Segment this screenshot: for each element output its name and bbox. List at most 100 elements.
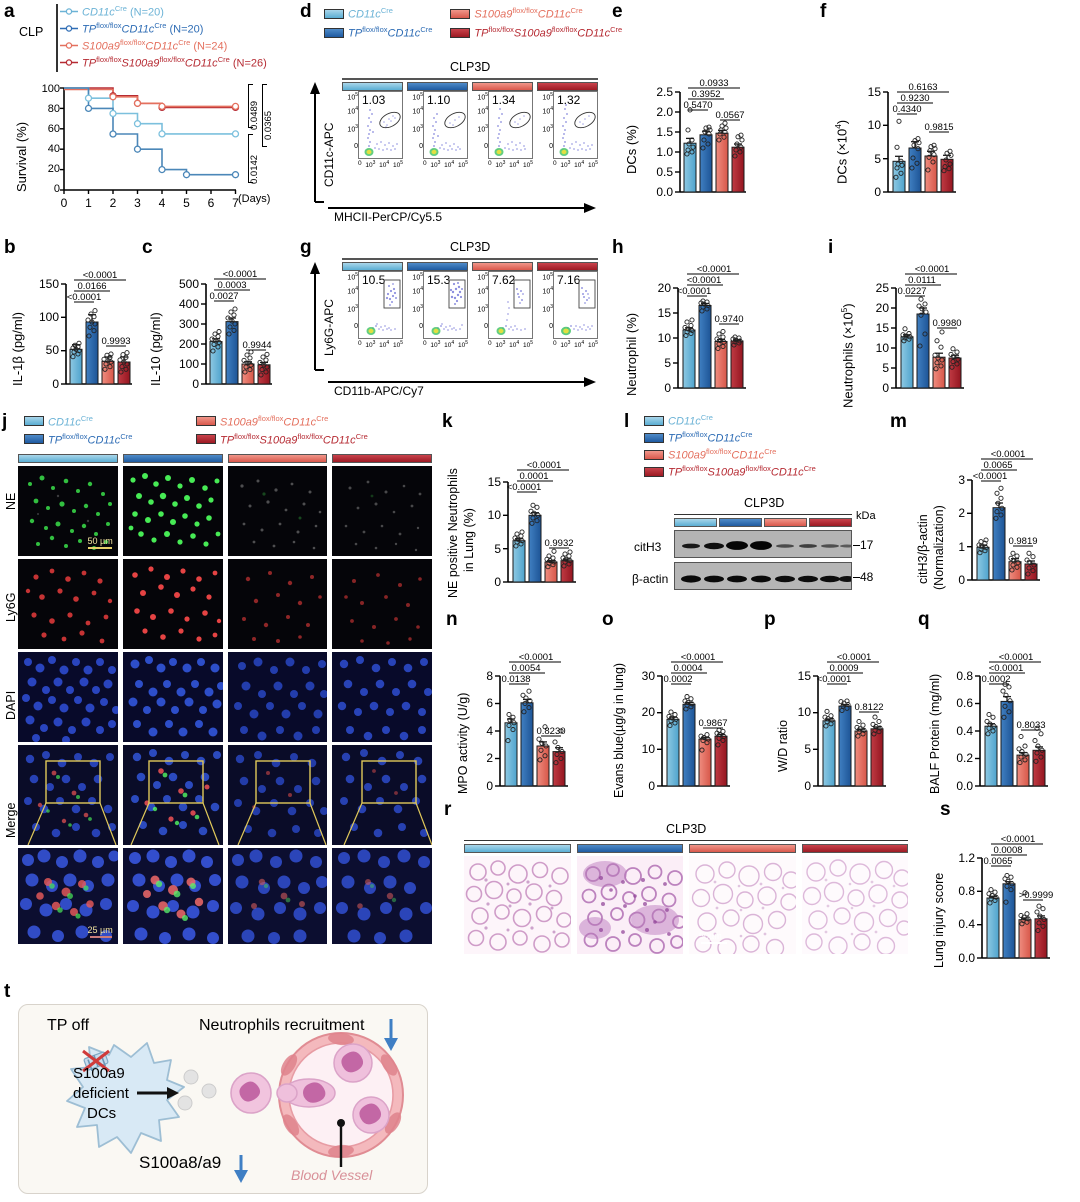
if-image-zoom-1[interactable] [122, 848, 223, 944]
svg-text:0: 0 [648, 779, 655, 793]
line-marker-icon [60, 25, 78, 32]
panel-o-svg: 30 20 10 0 [642, 652, 730, 793]
svg-text:0.9993: 0.9993 [101, 336, 130, 347]
if-image-ne-1[interactable] [122, 466, 223, 556]
svg-text:0.0002: 0.0002 [981, 674, 1010, 685]
svg-text:<0.0001: <0.0001 [681, 652, 716, 663]
if-image-zoom-3[interactable] [332, 848, 432, 944]
panel-a-ylabel: Survival (%) [14, 121, 29, 192]
panel-d-legend: CD11cCre TPflox/floxCD11cCre S100a9flox/… [324, 4, 622, 42]
if-image-ne-3[interactable] [332, 466, 432, 556]
flow-scatter-g2[interactable]: 7.62 [488, 271, 533, 339]
svg-text:<0.0001: <0.0001 [989, 663, 1024, 674]
panel-l-legend: CD11cCre TPflox/floxCD11cCre S100a9flox/… [644, 412, 816, 480]
panel-d-xlabel: MHCII-PerCP/Cy5.5 [334, 210, 443, 224]
if-row-ne: 50 µm [18, 466, 432, 556]
svg-text:<0.0001: <0.0001 [1001, 834, 1036, 845]
if-row-ly6g [18, 559, 432, 649]
panel-d-ylabel: CD11c-APC [322, 122, 336, 187]
flow-scatter-3[interactable]: 1.32 [553, 91, 598, 159]
if-image-dapi-0[interactable] [18, 652, 118, 742]
panel-e-letter: e [612, 1, 623, 22]
if-image-zoom-0[interactable]: 25 µm [18, 848, 118, 944]
blood-vessel-label: Blood Vessel [291, 1167, 373, 1183]
svg-text:0: 0 [486, 779, 493, 793]
if-image-ly6g-1[interactable] [122, 559, 223, 649]
panel-r: r CLP3D [444, 798, 914, 958]
flow-plot-d-1: 105 104 103 0 1.10 [407, 82, 468, 198]
flow-scatter-g1[interactable]: 15.3 [423, 271, 468, 339]
legend-item-d0: CD11cCre [324, 4, 432, 23]
if-image-merge-0[interactable] [18, 745, 118, 845]
histo-image-2[interactable]: 50µm [689, 856, 796, 954]
svg-text:<0.0001: <0.0001 [527, 460, 562, 471]
pvalue-a-3: 0.0142 [249, 154, 260, 184]
flow-scatter-0[interactable]: 1.03 [358, 91, 403, 159]
svg-text:15: 15 [488, 475, 502, 489]
panel-d-yaxis-arrow [310, 82, 324, 203]
group-colorbar-g3 [537, 262, 598, 271]
legend-swatch-j1 [24, 434, 44, 444]
histo-image-0[interactable] [464, 856, 571, 954]
flow-plot-g-1: 105 104 103 0 15.3 [407, 262, 468, 372]
if-image-dapi-3[interactable] [332, 652, 432, 742]
histo-image-1[interactable] [576, 856, 683, 954]
svg-text:0.6163: 0.6163 [908, 82, 937, 93]
if-image-ly6g-3[interactable] [332, 559, 432, 649]
flow-scatter-2[interactable]: 1.34 [488, 91, 533, 159]
neutrophil-icon [230, 1072, 272, 1114]
panel-c-chart: 500 400 300 200 100 0 [164, 262, 278, 402]
if-image-merge-2[interactable] [227, 745, 328, 845]
dc-label-line1: S100a9 [73, 1065, 125, 1082]
svg-text:1.5: 1.5 [656, 125, 673, 139]
flow-scatter-g3[interactable]: 7.16 [553, 271, 598, 339]
flow-scatter-1[interactable]: 1.10 [423, 91, 468, 159]
panel-s-letter: s [940, 799, 951, 820]
svg-text:2: 2 [110, 196, 117, 210]
scalebar-label-50um: 50 µm [87, 536, 113, 546]
svg-text:4: 4 [486, 724, 493, 738]
svg-text:3: 3 [958, 473, 965, 487]
if-image-ne-2[interactable] [227, 466, 328, 556]
line-marker-icon [60, 8, 78, 15]
legend-swatch-j0 [24, 416, 44, 426]
svg-text:5: 5 [874, 152, 881, 166]
tp-off-label: TP off [47, 1017, 90, 1034]
histo-colorbar-2 [689, 844, 796, 853]
wb-row-label-actin: β-actin [632, 572, 669, 586]
panel-e-ylabel: DCs (%) [624, 124, 639, 174]
svg-text:0.3952: 0.3952 [691, 89, 720, 100]
svg-text:7: 7 [232, 196, 239, 210]
wb-blot-actin [674, 562, 852, 590]
legend-item-j3: TPflox/floxS100a9flox/floxCD11cCre [196, 430, 368, 448]
if-image-ly6g-0[interactable] [18, 559, 118, 649]
if-image-dapi-2[interactable] [227, 652, 328, 742]
panel-k: k NE positive Neutrophils in Lung (%) 15… [436, 412, 601, 602]
if-image-dapi-1[interactable] [122, 652, 223, 742]
if-image-zoom-2[interactable] [227, 848, 328, 944]
dendritic-cell-icon [66, 1042, 185, 1154]
svg-text:15: 15 [876, 321, 890, 335]
panel-c-ylabel: IL-10 (pg/ml) [148, 312, 163, 386]
line-marker-icon [60, 59, 78, 66]
group-colorbar-j0 [18, 454, 118, 463]
svg-text:0: 0 [882, 381, 889, 395]
if-image-merge-1[interactable] [122, 745, 223, 845]
svg-text:2.0: 2.0 [656, 105, 673, 119]
if-image-ly6g-2[interactable] [227, 559, 328, 649]
svg-text:100: 100 [39, 310, 59, 324]
if-image-merge-3[interactable] [332, 745, 432, 845]
if-image-ne-0[interactable]: 50 µm [18, 466, 118, 556]
svg-text:0.9230: 0.9230 [900, 93, 929, 104]
histo-image-3[interactable] [801, 856, 908, 954]
svg-text:1: 1 [958, 540, 965, 554]
legend-label-l0: CD11cCre [668, 413, 713, 428]
flow-scatter-g0[interactable]: 10.5 [358, 271, 403, 339]
panel-r-rule [464, 840, 908, 842]
panel-j-legend: CD11cCre TPflox/floxCD11cCre S100a9flox/… [24, 412, 434, 448]
panel-a-xlabel: (Days) [238, 193, 271, 205]
legend-swatch-l2 [644, 449, 664, 460]
panel-i-chart: 25 20 15 10 5 0 [854, 260, 978, 406]
panel-g-ylabel: Ly6G-APC [322, 299, 336, 356]
